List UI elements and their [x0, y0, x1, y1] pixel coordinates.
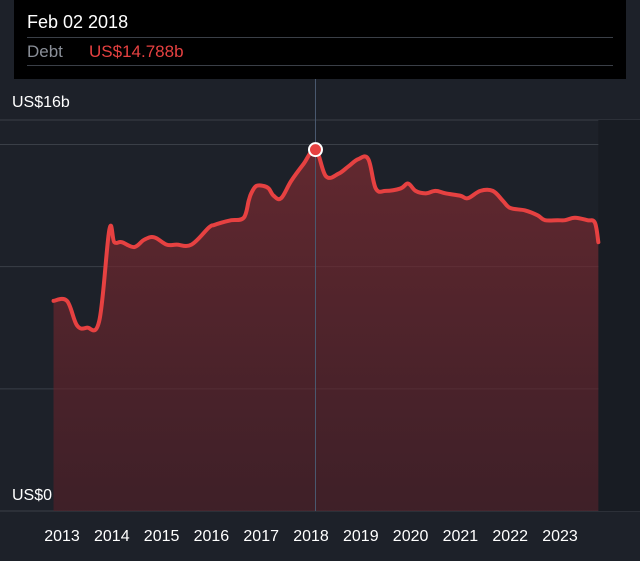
debt-area-fill [53, 149, 599, 511]
x-tick-label: 2018 [293, 528, 329, 545]
tooltip-panel: Feb 02 2018 Debt US$14.788b [14, 0, 626, 79]
x-tick-label: 2015 [144, 528, 180, 545]
x-tick-label: 2021 [443, 528, 479, 545]
x-tick-label: 2023 [542, 528, 578, 545]
x-tick-label: 2014 [94, 528, 130, 545]
tooltip-date: Feb 02 2018 [27, 12, 129, 32]
tooltip-series-value: US$14.788b [89, 42, 184, 61]
y-axis-bottom-label: US$0 [12, 487, 52, 504]
x-tick-label: 2022 [492, 528, 528, 545]
x-tick-label: 2016 [194, 528, 230, 545]
x-tick-label: 2017 [243, 528, 279, 545]
forecast-shade [598, 120, 640, 511]
y-axis-top-label: US$16b [12, 94, 70, 111]
x-axis-ticks: 2013 2014 2015 2016 2017 2018 2019 2020 2021 2022… [44, 528, 578, 545]
x-tick-label: 2020 [393, 528, 429, 545]
x-tick-label: 2013 [44, 528, 80, 545]
tooltip-series-label: Debt [27, 42, 63, 61]
x-tick-label: 2019 [343, 528, 379, 545]
tooltip-divider [27, 37, 613, 38]
highlight-point[interactable] [307, 142, 323, 158]
tooltip-divider-bottom [27, 65, 613, 66]
